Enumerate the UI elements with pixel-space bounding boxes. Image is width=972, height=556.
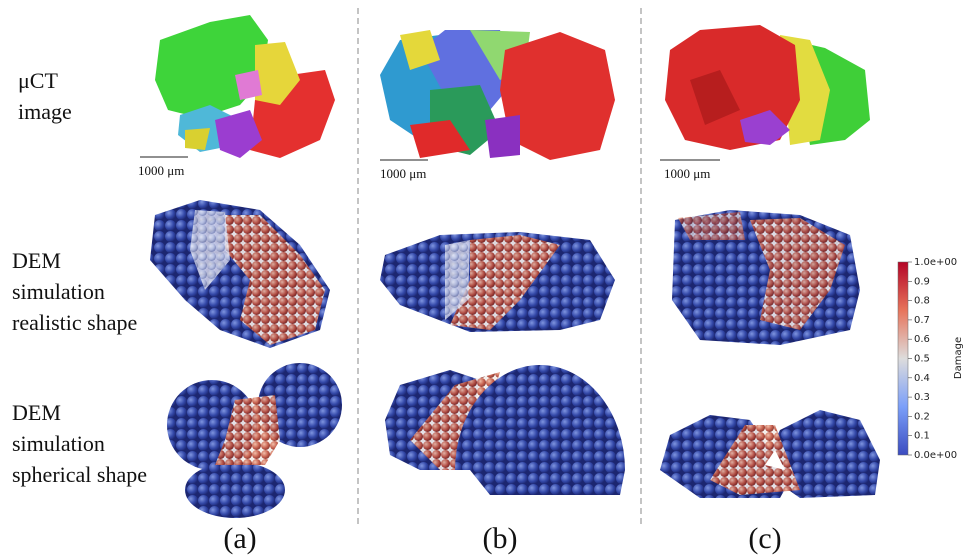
colorbar-tick-label: 0.1 bbox=[914, 431, 930, 442]
row-label: image bbox=[18, 99, 72, 124]
row-label: spherical shape bbox=[12, 462, 147, 487]
dem-realistic-c bbox=[672, 210, 860, 345]
colorbar-tick-label: 0.7 bbox=[914, 315, 930, 326]
colorbar-tick-label: 1.0e+00 bbox=[914, 257, 957, 268]
scale-label: 1000 μm bbox=[380, 166, 426, 181]
scale-label: 1000 μm bbox=[664, 166, 710, 181]
panel-label: (b) bbox=[483, 522, 518, 555]
colorbar-title: Damage bbox=[953, 337, 964, 379]
ct-image-c bbox=[665, 25, 870, 150]
row-label: realistic shape bbox=[12, 310, 137, 335]
colorbar-tick-label: 0.4 bbox=[914, 373, 930, 384]
panel-label: (c) bbox=[748, 522, 781, 555]
row-label: DEM bbox=[12, 400, 61, 425]
colorbar-tick-label: 0.9 bbox=[914, 276, 930, 287]
row-label: μCT bbox=[18, 68, 58, 93]
row-label: simulation bbox=[12, 279, 105, 304]
colorbar bbox=[898, 262, 908, 455]
scale-label: 1000 μm bbox=[138, 163, 184, 178]
dem-realistic-a bbox=[150, 200, 330, 348]
colorbar-tick-label: 0.5 bbox=[914, 354, 930, 365]
dem-realistic-b bbox=[380, 232, 615, 332]
panel-label: (a) bbox=[223, 522, 256, 555]
dem-spherical-b bbox=[385, 365, 625, 495]
colorbar-tick-label: 0.8 bbox=[914, 296, 930, 307]
dem-spherical-c bbox=[660, 410, 880, 498]
colorbar-tick-label: 0.6 bbox=[914, 334, 930, 345]
dem-spherical-a bbox=[167, 363, 342, 518]
ct-image-a bbox=[155, 15, 335, 158]
colorbar-tick-label: 0.2 bbox=[914, 411, 930, 422]
colorbar-tick-label: 0.3 bbox=[914, 392, 930, 403]
row-label: simulation bbox=[12, 431, 105, 456]
row-label: DEM bbox=[12, 248, 61, 273]
figure: 1000 μm 1000 μm 1000 μm Damage μCTimag bbox=[0, 0, 972, 556]
colorbar-tick-label: 0.0e+00 bbox=[914, 450, 957, 461]
ct-image-b bbox=[380, 30, 615, 160]
